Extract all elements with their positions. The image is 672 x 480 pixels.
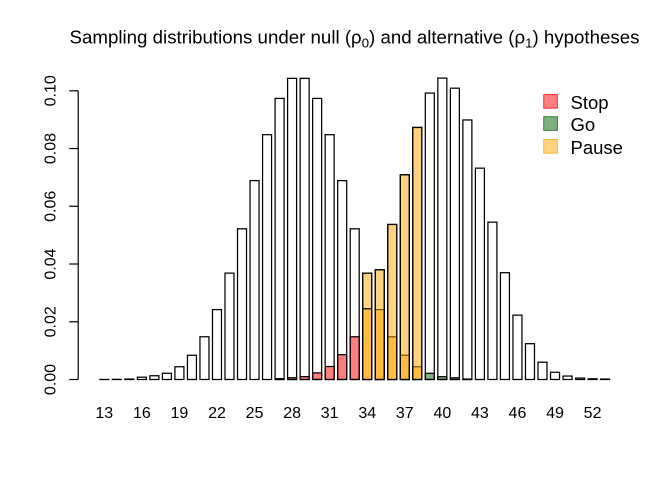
svg-text:25: 25 [246, 405, 264, 422]
svg-text:43: 43 [471, 405, 489, 422]
svg-text:19: 19 [171, 405, 189, 422]
svg-text:Go: Go [571, 114, 596, 135]
svg-text:0.04: 0.04 [43, 248, 60, 279]
svg-text:Pause: Pause [571, 137, 623, 158]
svg-text:Stop: Stop [571, 92, 609, 113]
svg-text:52: 52 [584, 405, 602, 422]
svg-text:0.10: 0.10 [43, 75, 60, 106]
svg-text:Sampling distributions under n: Sampling distributions under null (ρ0) a… [70, 27, 640, 51]
svg-text:34: 34 [358, 405, 376, 422]
svg-text:40: 40 [433, 405, 451, 422]
svg-text:0.00: 0.00 [43, 364, 60, 395]
svg-text:16: 16 [133, 405, 151, 422]
svg-text:31: 31 [321, 405, 339, 422]
svg-text:22: 22 [208, 405, 226, 422]
svg-text:0.08: 0.08 [43, 133, 60, 164]
svg-text:0.02: 0.02 [43, 306, 60, 337]
svg-text:13: 13 [95, 405, 113, 422]
svg-text:0.06: 0.06 [43, 191, 60, 222]
svg-text:49: 49 [546, 405, 564, 422]
svg-text:46: 46 [509, 405, 527, 422]
svg-text:28: 28 [283, 405, 301, 422]
svg-text:37: 37 [396, 405, 414, 422]
